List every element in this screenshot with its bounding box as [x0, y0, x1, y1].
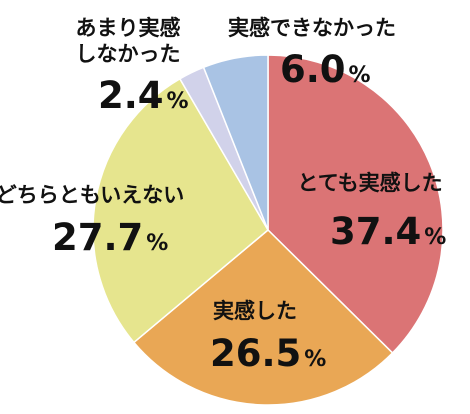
slice-label: 実感できなかった — [228, 16, 396, 40]
pie-slice — [92, 77, 269, 344]
slice-label: あまり実感しなかった — [76, 16, 181, 66]
slice-value-label: 37.4% — [330, 210, 446, 253]
pie-slice — [267, 54, 444, 355]
slice-value-label: 27.7% — [52, 216, 168, 259]
pie-labels: とても実感した 37.4 % 実感した 26.5 % どちらともいえない 27.7 % あまり実感… — [0, 16, 446, 375]
pie-slices — [92, 54, 444, 406]
slice-label: とても実感した — [297, 171, 442, 195]
pie-slice — [132, 228, 394, 406]
slice-value-label: 6.0% — [280, 48, 371, 91]
slice-value-label: 2.4% — [98, 74, 189, 117]
slice-value-label: 26.5% — [210, 332, 326, 375]
pie-slice — [202, 54, 269, 231]
slice-label: どちらともいえない — [0, 183, 184, 207]
slice-label: 実感した — [213, 299, 297, 323]
